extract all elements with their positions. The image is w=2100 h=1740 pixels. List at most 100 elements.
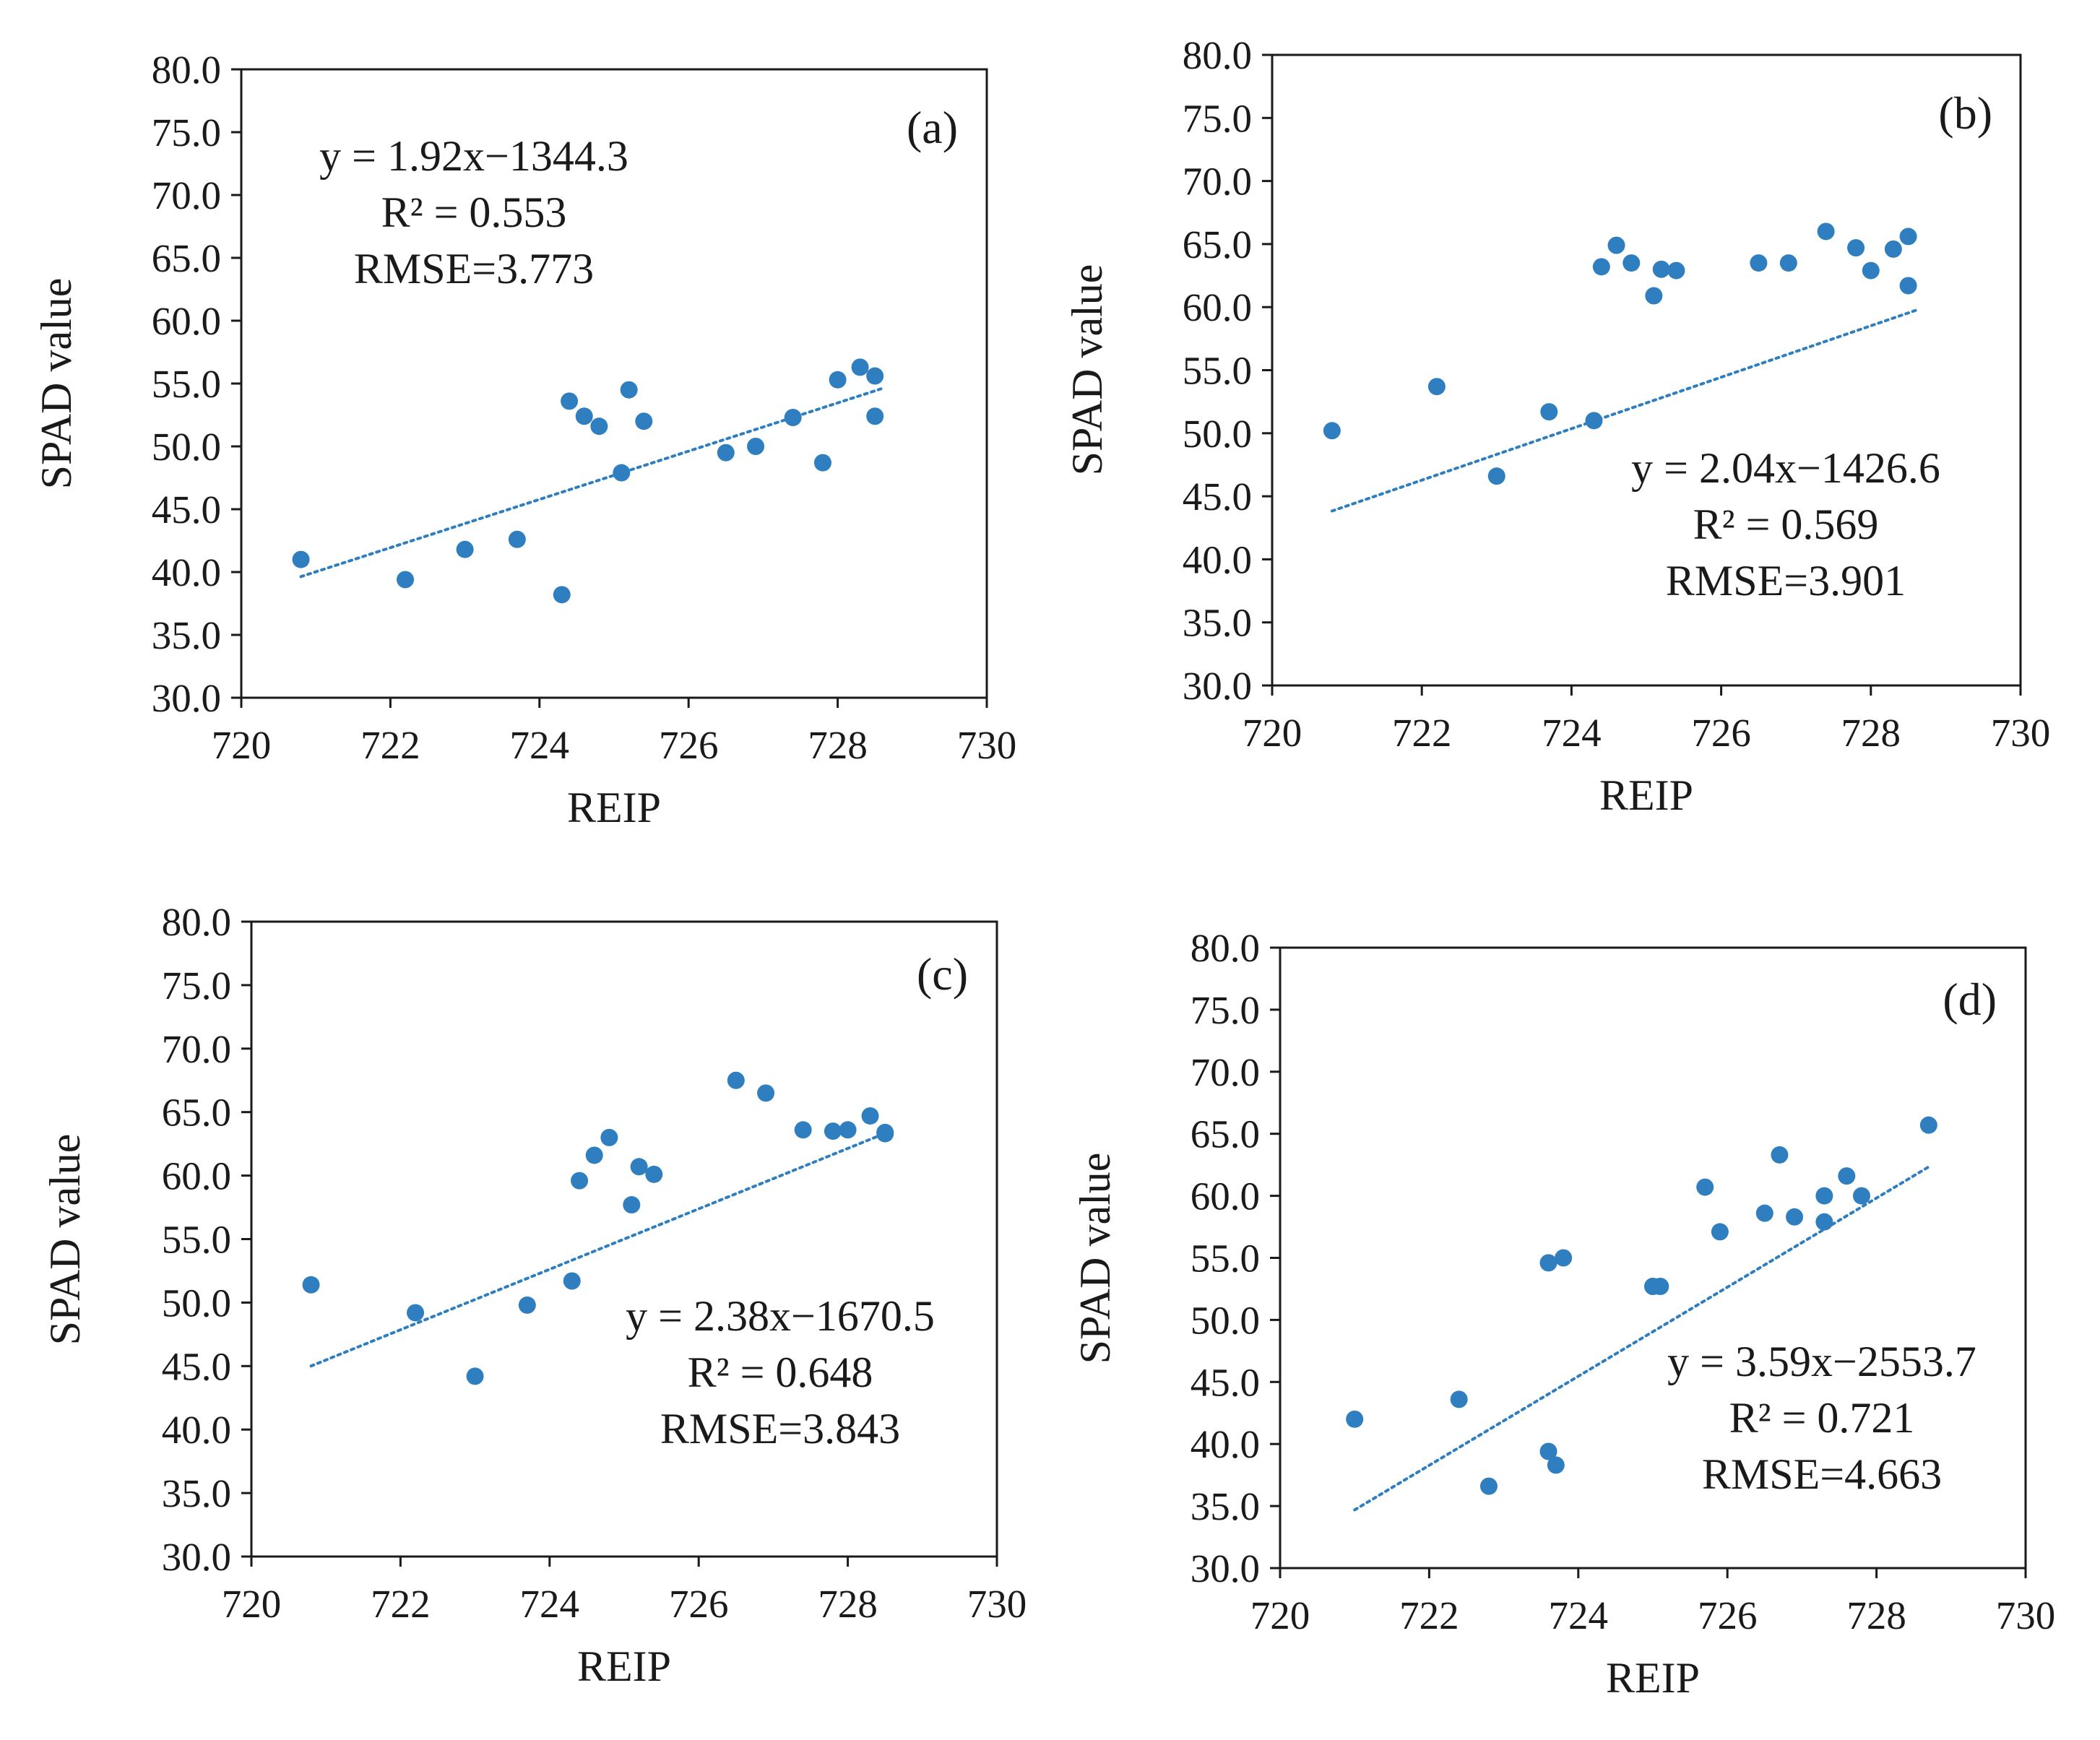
y-tick-label: 45.0 — [152, 488, 221, 532]
data-point — [1547, 1456, 1565, 1474]
data-point — [508, 530, 526, 548]
x-axis-title: REIP — [1606, 1654, 1700, 1702]
y-axis-title: SPAD value — [41, 1134, 89, 1346]
x-tick-label: 728 — [808, 723, 868, 767]
data-point — [1622, 254, 1641, 272]
data-point — [1585, 412, 1603, 430]
data-point — [824, 1122, 842, 1140]
y-tick-label: 75.0 — [152, 111, 221, 155]
x-tick-label: 724 — [1542, 711, 1602, 755]
data-point — [620, 381, 638, 399]
y-tick-label: 70.0 — [162, 1027, 231, 1071]
y-tick-label: 60.0 — [1191, 1174, 1260, 1219]
y-tick-label: 35.0 — [1183, 601, 1252, 645]
y-tick-label: 60.0 — [1183, 285, 1252, 329]
data-point — [623, 1196, 641, 1214]
x-axis-title: REIP — [577, 1642, 671, 1690]
x-tick-label: 726 — [659, 723, 719, 767]
data-point — [553, 586, 571, 604]
y-axis-title: SPAD value — [33, 278, 80, 490]
data-point — [1899, 228, 1917, 246]
data-point — [1346, 1410, 1364, 1428]
data-point — [1884, 240, 1902, 258]
data-point — [866, 407, 884, 425]
chart-panel-4: 720 722 724 726 728 730 30.0 35.0 40.0 45.0 50.0 55… — [1071, 926, 2055, 1702]
x-axis-title: REIP — [1599, 771, 1693, 819]
data-point — [839, 1121, 857, 1139]
panel-tag: (d) — [1943, 974, 1997, 1025]
data-point — [1711, 1223, 1729, 1241]
y-tick-label: 45.0 — [1191, 1360, 1260, 1404]
data-point — [563, 1272, 581, 1290]
x-tick-label: 728 — [1841, 711, 1901, 755]
y-tick-label: 60.0 — [162, 1154, 231, 1198]
chart-panel-3: 720 722 724 726 728 730 30.0 35.0 40.0 45.0 50.0 55… — [41, 900, 1027, 1690]
regression-equation: y = 1.92x−1344.3 — [319, 132, 628, 180]
x-tick-label: 728 — [818, 1582, 878, 1626]
data-point — [1592, 258, 1610, 276]
y-tick-label: 50.0 — [162, 1281, 231, 1325]
x-tick-label: 720 — [222, 1582, 282, 1626]
data-point — [456, 540, 474, 558]
data-point — [1899, 277, 1917, 295]
data-point — [575, 407, 593, 425]
trendline — [309, 1128, 894, 1368]
rmse: RMSE=3.901 — [1666, 557, 1906, 605]
y-tick-label: 35.0 — [162, 1471, 231, 1515]
data-point — [1667, 261, 1685, 280]
x-tick-label: 722 — [1392, 711, 1452, 755]
y-tick-label: 80.0 — [1191, 926, 1260, 970]
data-point — [1427, 378, 1446, 396]
data-point — [1555, 1249, 1573, 1267]
y-tick-label: 30.0 — [152, 676, 221, 720]
panel-tag: (a) — [907, 102, 958, 153]
y-tick-label: 50.0 — [152, 425, 221, 469]
data-point — [571, 1172, 589, 1190]
y-tick-label: 35.0 — [1191, 1484, 1260, 1528]
rmse: RMSE=4.663 — [1702, 1450, 1942, 1498]
r-squared: R² = 0.553 — [381, 189, 567, 236]
data-point — [813, 454, 831, 472]
data-point — [1479, 1477, 1498, 1495]
y-tick-label: 80.0 — [162, 900, 231, 944]
data-point — [1645, 287, 1663, 305]
x-tick-label: 724 — [1549, 1593, 1609, 1637]
data-point — [630, 1158, 648, 1176]
y-tick-label: 55.0 — [1191, 1237, 1260, 1281]
data-point — [1815, 1213, 1833, 1231]
data-point — [747, 438, 765, 455]
data-point — [1450, 1390, 1468, 1408]
r-squared: R² = 0.721 — [1729, 1394, 1915, 1442]
rmse: RMSE=3.843 — [660, 1405, 900, 1453]
data-point — [635, 412, 653, 430]
data-point — [600, 1128, 618, 1146]
y-tick-label: 75.0 — [162, 964, 231, 1008]
data-point — [1607, 236, 1625, 254]
x-tick-label: 726 — [1691, 711, 1751, 755]
x-tick-label: 730 — [957, 723, 1017, 767]
y-tick-label: 40.0 — [1183, 537, 1252, 581]
data-point — [1847, 239, 1865, 257]
y-tick-label: 40.0 — [1191, 1422, 1260, 1466]
data-point — [1755, 1204, 1773, 1222]
data-point — [466, 1367, 484, 1385]
chart-panel-1: 720 722 724 726 728 730 30.0 35.0 40.0 45.0 50.0 55… — [33, 48, 1016, 831]
data-point — [1862, 261, 1880, 280]
rmse: RMSE=3.773 — [354, 245, 594, 293]
data-point — [590, 417, 608, 436]
x-tick-label: 722 — [1399, 1593, 1459, 1637]
data-point — [757, 1084, 775, 1102]
y-tick-label: 30.0 — [162, 1535, 231, 1579]
y-tick-label: 60.0 — [152, 299, 221, 343]
y-tick-label: 75.0 — [1183, 96, 1252, 140]
data-point — [613, 464, 631, 482]
y-tick-label: 65.0 — [1183, 222, 1252, 267]
data-point — [1539, 1442, 1557, 1460]
data-point — [561, 392, 579, 410]
panel-tag: (b) — [1938, 87, 1992, 139]
y-axis-title: SPAD value — [1063, 264, 1111, 476]
y-tick-label: 55.0 — [152, 362, 221, 406]
y-tick-label: 30.0 — [1191, 1546, 1260, 1590]
r-squared: R² = 0.648 — [688, 1349, 873, 1396]
y-axis-title: SPAD value — [1071, 1153, 1119, 1364]
